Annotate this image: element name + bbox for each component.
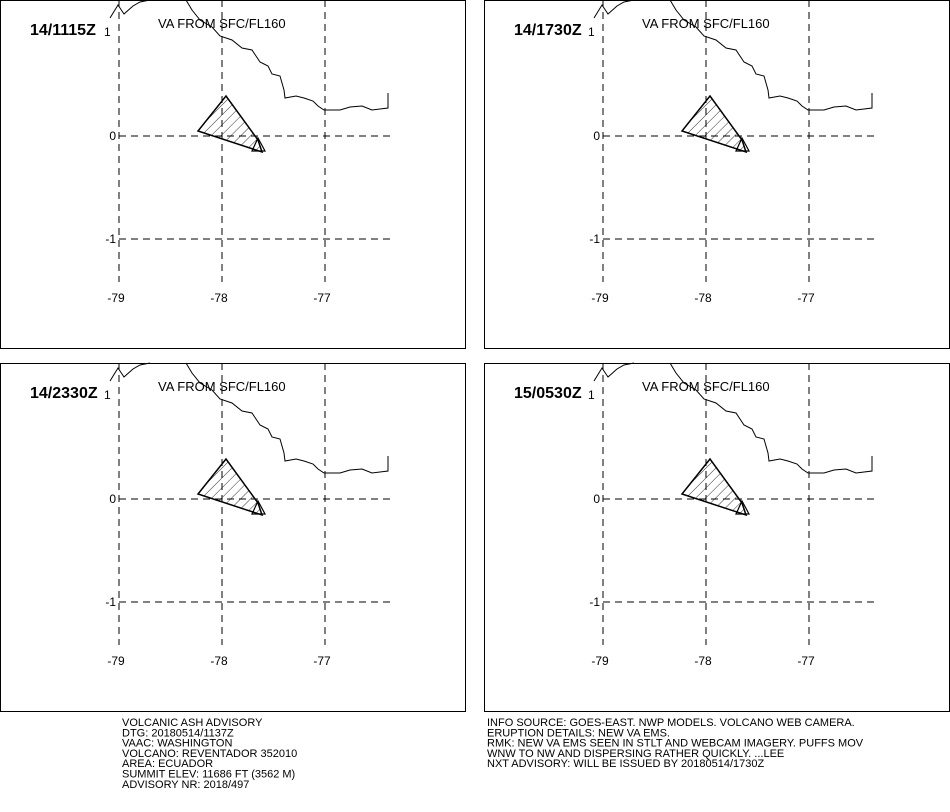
advisory-line: VOLCANIC ASH ADVISORY (122, 717, 263, 729)
lat-label: 0 (109, 129, 116, 143)
advisory-line: DTG: 20180514/1137Z (122, 727, 234, 739)
ash-area (680, 94, 748, 154)
lon-label: -77 (313, 654, 331, 668)
map-panel: -79 -78 -77 0 -1 15/0530Z 1 VA FROM SFC/FL160 (484, 362, 950, 712)
lon-label: -78 (694, 291, 712, 305)
advisory-line: AREA: ECUADOR (122, 758, 213, 770)
ash-area (196, 457, 264, 517)
panel-frame (484, 0, 950, 349)
lon-label: -79 (107, 291, 125, 305)
advisory-line: WNW TO NW AND DISPERSING RATHER QUICKLY.… (487, 748, 784, 760)
panel-marker: 1 (588, 25, 595, 39)
lon-label: -78 (210, 654, 228, 668)
panel-frame (0, 363, 466, 712)
advisory-line: ERUPTION DETAILS: NEW VA EMS. (487, 727, 670, 739)
coastline (593, 362, 873, 474)
volcano-area (735, 136, 751, 152)
advisory-line: RMK: NEW VA EMS SEEN IN STLT AND WEBCAM … (487, 738, 864, 750)
lat-label: 0 (593, 492, 600, 506)
advisory-line: NXT ADVISORY: WILL BE ISSUED BY 20180514… (487, 758, 764, 770)
ash-area (196, 94, 264, 154)
panel-frame (484, 363, 950, 712)
lon-label: -79 (591, 654, 609, 668)
panel-marker: 1 (104, 388, 111, 402)
lon-label: -77 (313, 291, 331, 305)
lon-label: -77 (797, 654, 815, 668)
lat-label: -1 (105, 232, 116, 246)
advisory-line: VAAC: WASHINGTON (122, 738, 232, 750)
advisory-line: VOLCANO: REVENTADOR 352010 (122, 748, 297, 760)
coastline (109, 362, 389, 474)
valid-time: 14/1730Z (514, 22, 582, 39)
advisory-line: ADVISORY NR: 2018/497 (122, 779, 249, 791)
valid-time: 15/0530Z (514, 385, 582, 402)
va-level: VA FROM SFC/FL160 (158, 379, 286, 394)
va-level: VA FROM SFC/FL160 (642, 16, 770, 31)
lon-label: -77 (797, 291, 815, 305)
advisory-line: SUMMIT ELEV: 11686 FT (3562 M) (122, 769, 295, 781)
panel-marker: 1 (588, 388, 595, 402)
lon-label: -79 (107, 654, 125, 668)
lon-label: -78 (694, 654, 712, 668)
lat-label: -1 (105, 595, 116, 609)
valid-time: 14/2330Z (30, 385, 98, 402)
va-level: VA FROM SFC/FL160 (158, 16, 286, 31)
volcano-area (735, 499, 751, 515)
volcano-area (251, 499, 267, 515)
advisory-line: INFO SOURCE: GOES-EAST. NWP MODELS. VOLC… (487, 717, 855, 729)
lat-label: 0 (593, 129, 600, 143)
va-level: VA FROM SFC/FL160 (642, 379, 770, 394)
valid-time: 14/1115Z (30, 22, 96, 39)
lat-label: -1 (589, 595, 600, 609)
volcano-area (251, 136, 267, 152)
lat-label: 0 (109, 492, 116, 506)
lon-label: -78 (210, 291, 228, 305)
lat-label: -1 (589, 232, 600, 246)
map-panel: -79 -78 -77 0 -1 14/1730Z 1 VA FROM SFC/FL160 (484, 0, 950, 349)
panel-marker: 1 (104, 25, 111, 39)
map-panel: -79 -78 -77 0 -1 14/1115Z 1 VA FROM SFC/FL160 (0, 0, 466, 349)
panel-frame (0, 0, 466, 349)
coastline (109, 0, 389, 111)
coastline (593, 0, 873, 111)
lon-label: -79 (591, 291, 609, 305)
ash-area (680, 457, 748, 517)
map-panel: -79 -78 -77 0 -1 14/2330Z 1 VA FROM SFC/FL160 (0, 362, 466, 712)
